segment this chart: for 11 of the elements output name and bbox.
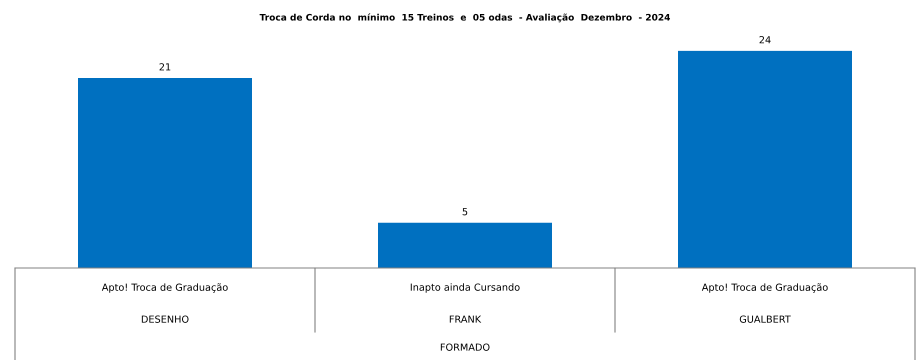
- text: FORMADO: [440, 343, 490, 351]
- text: Apto! Troca de Graduação: [102, 283, 228, 293]
- text: Apto! Troca de Graduação: [702, 283, 828, 293]
- chart-title: Troca de Corda no mínimo 15 Treinos e 05 odas - Avaliação Dezembro - 2024: [260, 13, 670, 22]
- data-label: 5: [462, 208, 468, 216]
- text: Inapto ainda Cursando: [410, 283, 520, 293]
- x-tick-label: FRANK: [450, 316, 482, 323]
- x-tick-label: DESENHO: [142, 315, 189, 323]
- data-label: 24: [760, 36, 771, 44]
- data-label: 21: [160, 63, 170, 70]
- x-tick-label: GUALBERT: [740, 315, 791, 323]
